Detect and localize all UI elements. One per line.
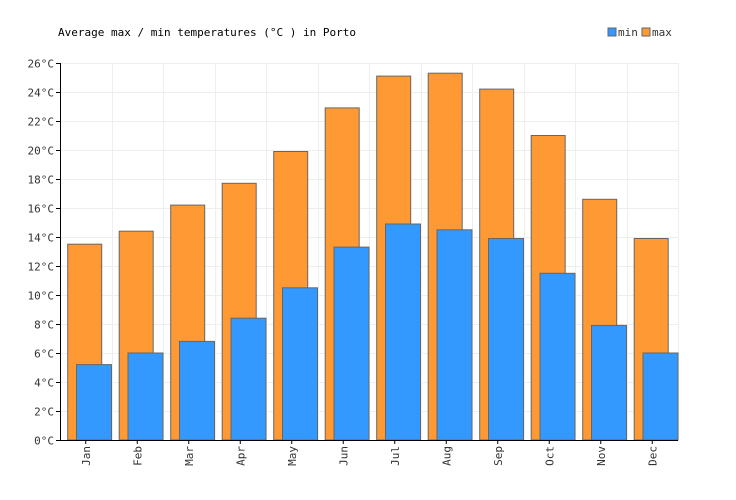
y-tick-label: 10°C xyxy=(28,290,55,303)
bar-min-mar xyxy=(179,340,215,441)
x-tick-label: Mar xyxy=(183,446,196,466)
x-tick-label: Jul xyxy=(389,446,402,466)
y-tick-label: 24°C xyxy=(28,87,55,100)
x-tick-label: Jan xyxy=(80,446,93,466)
y-tick-label: 14°C xyxy=(28,232,55,245)
x-tick-label: Feb xyxy=(131,446,144,466)
axes xyxy=(60,63,678,441)
bar-min-apr xyxy=(230,317,267,441)
legend: min max xyxy=(607,26,672,39)
y-tick-label: 6°C xyxy=(34,348,54,361)
x-tick-label: Jun xyxy=(337,446,350,466)
y-tick-label: 26°C xyxy=(28,58,55,71)
x-tick-label: Apr xyxy=(234,446,247,466)
x-tick-label: May xyxy=(286,446,299,466)
legend-label-max: max xyxy=(652,26,672,39)
bar-min-jan xyxy=(76,364,112,441)
y-tick-label: 18°C xyxy=(28,174,55,187)
x-tick-label: Oct xyxy=(543,446,556,466)
bar-min-dec xyxy=(642,352,679,441)
bar-min-jul xyxy=(385,223,421,441)
y-tick-label: 22°C xyxy=(28,116,55,129)
bar-min-nov xyxy=(591,324,627,441)
y-axis-ticks: 0°C 2°C 4°C 6°C 8°C 10°C 12°C 14°C 16°C 18°C 20°C 2… xyxy=(28,58,60,448)
bar-min-sep xyxy=(488,238,524,441)
x-tick-label: Dec xyxy=(646,446,659,466)
y-tick-label: 12°C xyxy=(28,261,55,274)
y-tick-label: 8°C xyxy=(34,319,54,332)
y-tick-label: 20°C xyxy=(28,145,55,158)
legend-label-min: min xyxy=(618,26,638,39)
legend-swatch-max xyxy=(641,27,651,37)
y-tick-label: 4°C xyxy=(34,377,54,390)
x-tick-label: Aug xyxy=(440,446,453,466)
bar-min-jun xyxy=(333,246,370,441)
y-tick-label: 16°C xyxy=(28,203,55,216)
bar-min-may xyxy=(282,287,318,441)
y-tick-label: 0°C xyxy=(34,435,54,448)
bar-min-aug xyxy=(436,229,473,441)
bar-min-feb xyxy=(127,352,164,441)
x-axis-ticks: Jan Feb Mar Apr May Jun Jul Aug Sep Oct Nov Dec xyxy=(80,440,659,466)
x-tick-label: Sep xyxy=(492,446,505,466)
bars xyxy=(67,72,679,441)
bar-min-oct xyxy=(539,272,576,441)
chart-title: Average max / min temperatures (°C ) in … xyxy=(58,26,356,39)
legend-swatch-min xyxy=(607,27,617,37)
y-tick-label: 2°C xyxy=(34,406,54,419)
x-tick-label: Nov xyxy=(595,446,608,466)
